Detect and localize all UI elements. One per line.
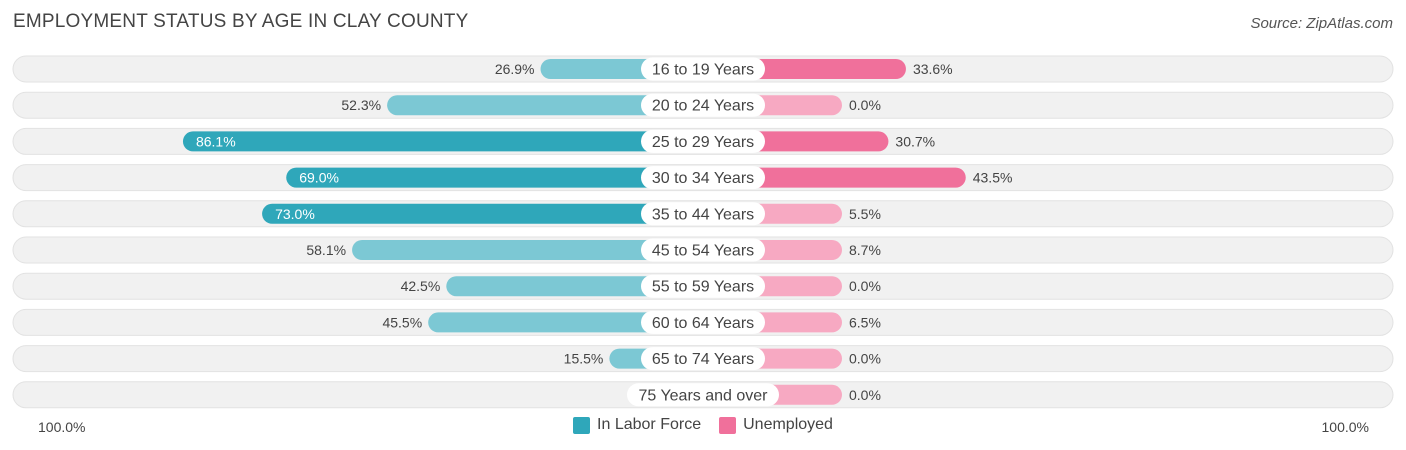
category-label: 16 to 19 Years (652, 62, 754, 79)
legend-swatch-unemployed (719, 416, 737, 434)
data-label-labor-force: 58.1% (306, 242, 346, 258)
category-pill (627, 383, 779, 407)
category-pill (641, 57, 765, 81)
data-label-unemployed: 5.5% (849, 206, 881, 222)
chart-title: EMPLOYMENT STATUS BY AGE IN CLAY COUNTY (13, 11, 469, 32)
bar-labor-force (182, 131, 703, 152)
data-label-labor-force: 69.0% (299, 170, 339, 186)
data-label-unemployed: 6.5% (849, 314, 881, 330)
category-pill (641, 129, 765, 153)
source-note: Source: ZipAtlas.com (1250, 15, 1393, 32)
axis-right-label: 100.0% (1321, 419, 1369, 435)
category-label: 55 to 59 Years (652, 279, 754, 296)
data-label-labor-force: 52.3% (341, 97, 381, 113)
legend-item-labor-force[interactable]: In Labor Force (573, 416, 701, 434)
category-pill (641, 93, 765, 117)
category-pill (641, 238, 765, 262)
legend-label-labor-force: In Labor Force (597, 416, 702, 433)
bar-labor-force (352, 240, 703, 260)
data-label-unemployed: 8.7% (849, 242, 881, 258)
category-label: 35 to 44 Years (652, 206, 754, 223)
legend-swatch-labor-force (573, 416, 591, 434)
category-label: 45 to 54 Years (652, 243, 754, 260)
legend-item-unemployed[interactable]: Unemployed (719, 416, 833, 434)
legend-label-unemployed: Unemployed (743, 416, 833, 433)
bar-labor-force (286, 167, 703, 188)
data-label-labor-force: 42.5% (401, 278, 441, 294)
data-label-unemployed: 43.5% (973, 170, 1013, 186)
bar-labor-force (446, 276, 703, 297)
category-label: 20 to 24 Years (652, 98, 754, 115)
data-label-unemployed: 30.7% (895, 133, 935, 149)
data-label-labor-force: 15.5% (564, 351, 604, 367)
legend: In Labor Force Unemployed (0, 416, 1406, 434)
chart-canvas: 26.9% 33.6% 16 to 19 Years 52.3% 0.0% 20 to 2… (12, 55, 1394, 409)
category-pill (641, 202, 765, 226)
data-label-unemployed: 0.0% (849, 351, 881, 367)
data-label-labor-force: 73.0% (275, 206, 315, 222)
data-label-labor-force: 86.1% (196, 133, 236, 149)
data-label-unemployed: 0.0% (849, 97, 881, 113)
data-label-unemployed: 33.6% (913, 61, 953, 77)
category-pill (641, 274, 765, 298)
category-label: 60 to 64 Years (652, 315, 754, 332)
category-label: 75 Years and over (639, 387, 769, 404)
bar-labor-force (428, 312, 703, 333)
bar-unemployed (703, 167, 966, 188)
category-pill (641, 166, 765, 190)
category-label: 65 to 74 Years (652, 351, 754, 368)
data-label-unemployed: 0.0% (849, 278, 881, 294)
axis-left-label: 100.0% (38, 419, 86, 435)
category-label: 30 to 34 Years (652, 170, 754, 187)
data-label-labor-force: 26.9% (495, 61, 535, 77)
data-label-unemployed: 0.0% (849, 387, 881, 403)
bar-labor-force (262, 203, 703, 224)
category-label: 25 to 29 Years (652, 134, 754, 151)
bar-labor-force (387, 95, 703, 116)
category-pill (641, 310, 765, 334)
data-label-labor-force: 45.5% (382, 314, 422, 330)
category-pill (641, 347, 765, 371)
